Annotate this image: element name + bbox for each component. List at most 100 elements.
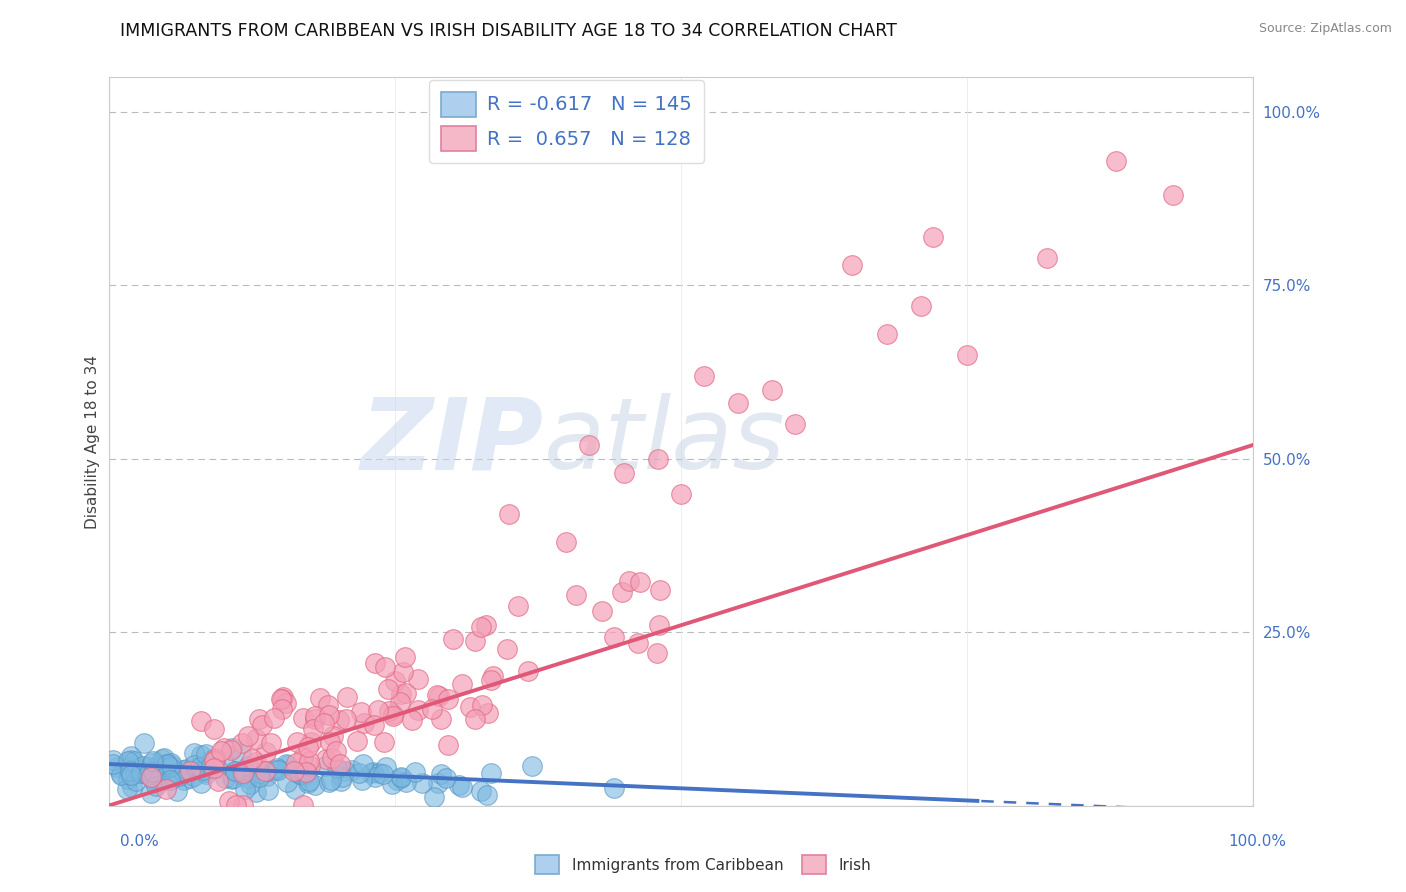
Point — [350, 773, 373, 788]
Point — [212, 740, 235, 755]
Point — [374, 660, 396, 674]
Point — [406, 672, 429, 686]
Point — [388, 695, 411, 709]
Point — [183, 769, 205, 783]
Point — [274, 757, 297, 772]
Point — [298, 759, 321, 773]
Point — [298, 774, 321, 789]
Point — [266, 763, 288, 777]
Point — [361, 764, 384, 779]
Point — [318, 775, 340, 789]
Point — [450, 780, 472, 794]
Point — [253, 764, 276, 778]
Point — [160, 757, 183, 772]
Point — [121, 780, 143, 794]
Point — [153, 761, 176, 775]
Point — [156, 767, 179, 781]
Point — [194, 747, 217, 761]
Point — [174, 762, 197, 776]
Point — [110, 768, 132, 782]
Point — [120, 748, 142, 763]
Text: atlas: atlas — [544, 393, 785, 490]
Point — [179, 764, 201, 779]
Point — [179, 771, 201, 785]
Point — [143, 766, 166, 780]
Point — [249, 712, 271, 726]
Point — [225, 797, 247, 812]
Point — [173, 772, 195, 787]
Point — [395, 774, 418, 789]
Point — [299, 735, 322, 749]
Point — [166, 783, 188, 797]
Text: Source: ZipAtlas.com: Source: ZipAtlas.com — [1258, 22, 1392, 36]
Point — [841, 258, 863, 272]
Point — [516, 665, 538, 679]
Point — [591, 604, 613, 618]
Point — [266, 761, 288, 775]
Point — [1036, 251, 1059, 265]
Point — [522, 759, 544, 773]
Text: ZIP: ZIP — [360, 393, 544, 490]
Point — [384, 673, 406, 688]
Point — [426, 775, 449, 789]
Point — [394, 649, 416, 664]
Point — [149, 766, 172, 780]
Point — [464, 712, 486, 726]
Point — [191, 763, 214, 777]
Point — [247, 770, 270, 784]
Point — [232, 765, 254, 780]
Point — [155, 757, 177, 772]
Point — [263, 711, 285, 725]
Point — [233, 764, 256, 779]
Point — [628, 574, 651, 589]
Point — [249, 765, 271, 780]
Point — [389, 687, 412, 701]
Point — [921, 230, 943, 244]
Point — [297, 739, 319, 754]
Point — [231, 767, 253, 781]
Point — [648, 583, 671, 598]
Point — [319, 773, 342, 788]
Point — [910, 299, 932, 313]
Point — [245, 755, 267, 769]
Point — [221, 772, 243, 786]
Point — [159, 772, 181, 787]
Point — [367, 702, 389, 716]
Point — [364, 657, 387, 671]
Point — [257, 783, 280, 797]
Point — [295, 764, 318, 778]
Point — [105, 760, 128, 774]
Point — [150, 752, 173, 766]
Point — [233, 781, 256, 796]
Point — [142, 771, 165, 785]
Point — [260, 736, 283, 750]
Point — [239, 777, 262, 791]
Point — [377, 681, 399, 696]
Point — [136, 760, 159, 774]
Point — [304, 712, 326, 726]
Point — [205, 761, 228, 775]
Point — [183, 747, 205, 761]
Point — [155, 759, 177, 773]
Point — [143, 764, 166, 779]
Point — [236, 771, 259, 785]
Point — [117, 772, 139, 787]
Point — [578, 438, 600, 452]
Point — [202, 761, 225, 775]
Point — [167, 769, 190, 783]
Point — [565, 588, 588, 602]
Point — [346, 733, 368, 747]
Point — [318, 735, 340, 749]
Point — [395, 686, 418, 700]
Point — [276, 697, 298, 711]
Point — [142, 764, 165, 779]
Point — [316, 698, 339, 713]
Text: 100.0%: 100.0% — [1229, 834, 1286, 849]
Point — [475, 788, 498, 802]
Point — [309, 691, 332, 706]
Point — [404, 764, 426, 779]
Point — [353, 716, 375, 731]
Point — [120, 767, 142, 781]
Point — [498, 508, 520, 522]
Point — [378, 704, 401, 718]
